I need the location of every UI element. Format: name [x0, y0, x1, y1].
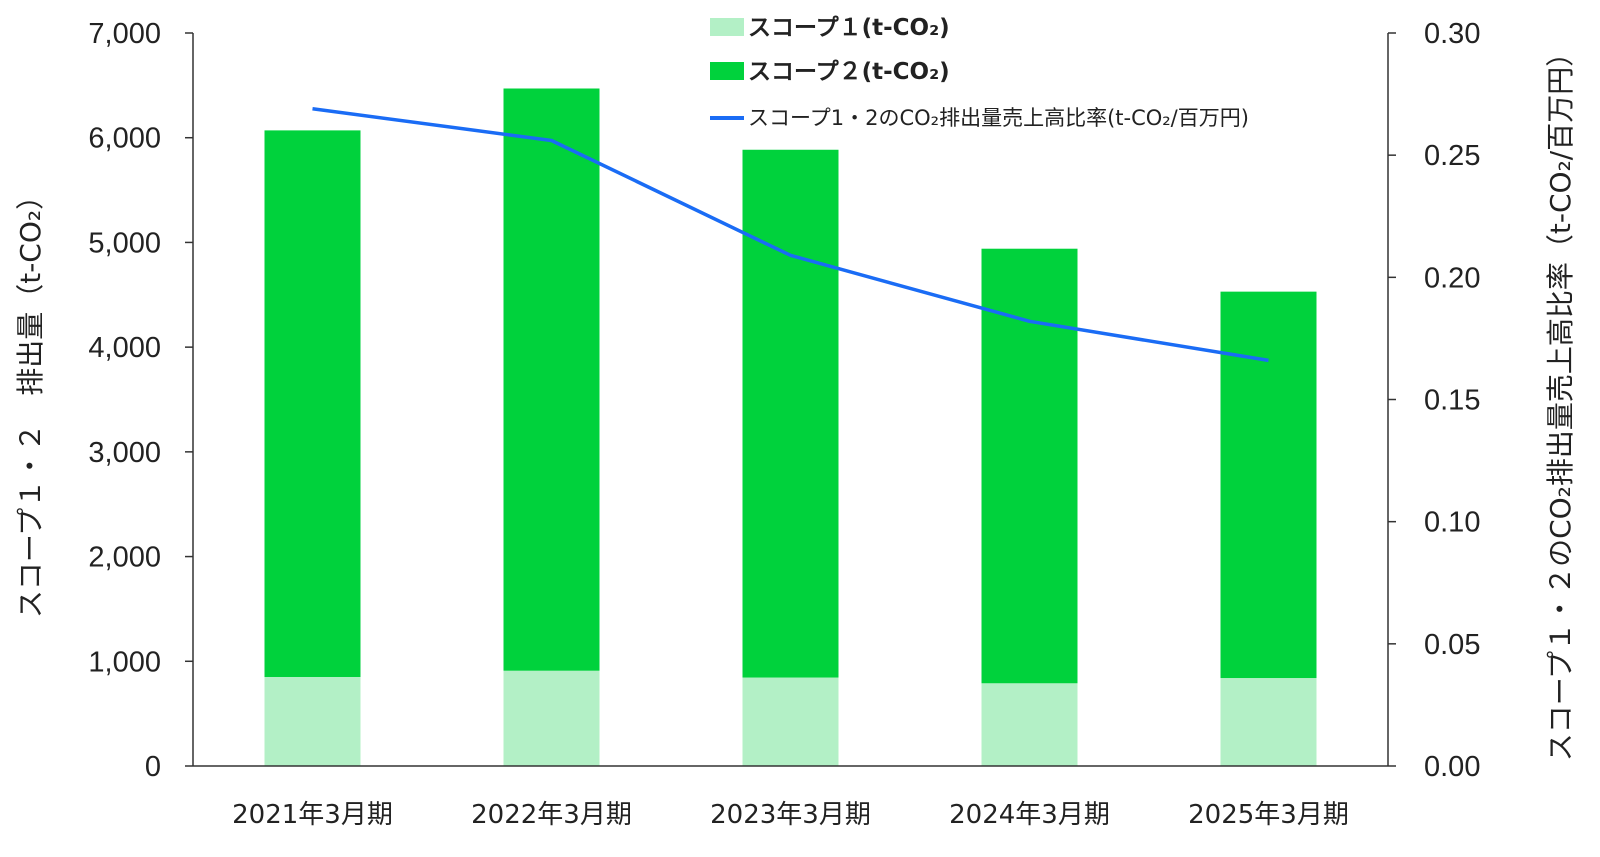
y-tick-label: 1,000 — [88, 646, 161, 678]
ratio-line-group — [312, 107, 1269, 363]
axes-group: 0 1,000 2,000 3,000 4,000 5,000 6,000 7,000 0.00… — [88, 18, 1480, 830]
y-tick-label: 2,000 — [88, 542, 161, 574]
y2-tick-label: 0.00 — [1424, 751, 1480, 783]
y2-tick-label: 0.25 — [1424, 140, 1480, 172]
bar-scope2-5 — [1220, 291, 1317, 679]
bar-scope2-3 — [742, 149, 839, 678]
legend-label-scope2: スコープ２(t-CO₂) — [748, 59, 950, 85]
y-tick-label: 5,000 — [88, 227, 161, 259]
bar-scope2-2 — [503, 88, 600, 671]
bars-group — [264, 88, 1317, 766]
bar-scope1-5 — [1220, 678, 1317, 766]
bar-scope1-4 — [981, 683, 1078, 766]
y2-axis-title: スコープ１・２のCO₂排出量売上高比率（t-CO₂/百万円） — [1544, 39, 1577, 761]
bar-scope1-2 — [503, 670, 600, 766]
y2-tick-label: 0.15 — [1424, 385, 1480, 417]
y2-tick-label: 0.10 — [1424, 507, 1480, 539]
legend: スコープ１(t-CO₂) スコープ２(t-CO₂) スコープ1・2のCO₂排出量売上… — [710, 15, 1249, 130]
bar-scope2-1 — [264, 130, 361, 677]
y-axis-title: スコープ１・２ 排出量（t-CO₂） — [14, 182, 47, 618]
x-tick-label: 2023年3月期 — [710, 800, 871, 830]
legend-swatch-scope1 — [710, 18, 744, 36]
y2-tick-label: 0.30 — [1424, 18, 1480, 50]
bar-scope2-4 — [981, 248, 1078, 684]
x-tick-label: 2021年3月期 — [232, 800, 393, 830]
y-tick-label: 0 — [145, 751, 161, 783]
ratio-line — [312, 107, 1269, 363]
legend-swatch-scope2 — [710, 62, 744, 80]
bar-scope1-1 — [264, 676, 361, 766]
legend-label-ratio: スコープ1・2のCO₂排出量売上高比率(t-CO₂/百万円) — [748, 106, 1249, 130]
y-tick-label: 7,000 — [88, 18, 161, 50]
legend-label-scope1: スコープ１(t-CO₂) — [748, 15, 950, 41]
y-tick-label: 3,000 — [88, 437, 161, 469]
bar-scope1-3 — [742, 677, 839, 766]
y-tick-label: 6,000 — [88, 123, 161, 155]
x-tick-label: 2025年3月期 — [1188, 800, 1349, 830]
x-tick-label: 2022年3月期 — [471, 800, 632, 830]
x-tick-label: 2024年3月期 — [949, 800, 1110, 830]
y2-tick-label: 0.05 — [1424, 629, 1480, 661]
y2-tick-label: 0.20 — [1424, 262, 1480, 294]
y-tick-label: 4,000 — [88, 332, 161, 364]
